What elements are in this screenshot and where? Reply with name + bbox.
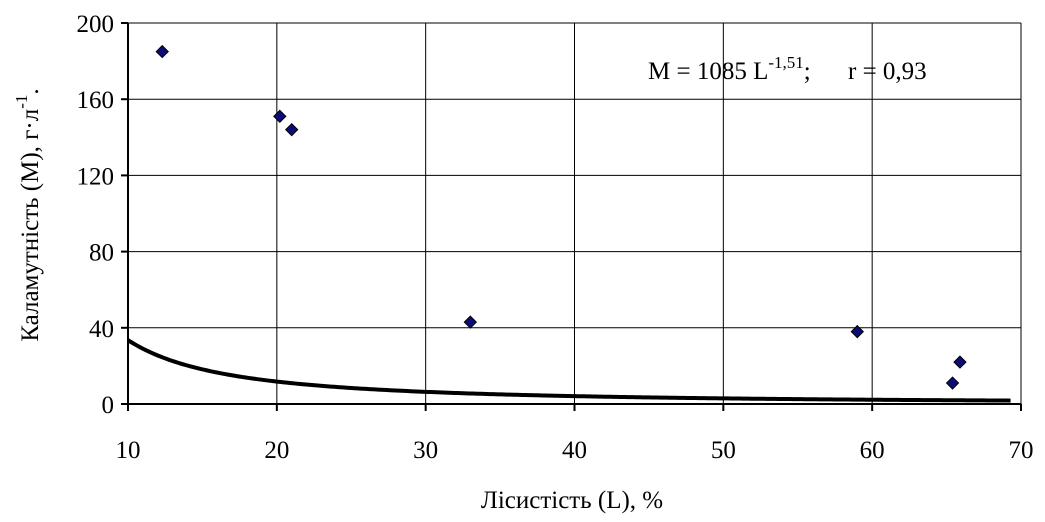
y-axis-title-sup: -1 — [12, 95, 31, 109]
y-tick-label: 40 — [89, 316, 114, 343]
r-annotation: r = 0,93 — [848, 58, 927, 85]
x-tick-label: 20 — [264, 437, 289, 464]
equation-annotation: M = 1085 L-1,51; — [648, 53, 811, 85]
x-tick-label: 70 — [1009, 437, 1034, 464]
fit-curve-layer — [126, 338, 1011, 403]
data-point-0 — [155, 44, 169, 59]
y-axis-title-main: Каламутність (M), г·л — [17, 109, 44, 342]
y-tick-labels: 0 40 80 120 160 200 — [77, 11, 115, 419]
x-tick-labels: 10 20 30 40 50 60 70 — [116, 437, 1034, 464]
data-point-3 — [463, 315, 478, 329]
y-axis-title-tail: . — [17, 88, 44, 94]
y-tick-label: 0 — [102, 392, 115, 419]
x-tick-label: 40 — [562, 437, 587, 464]
y-axis-title: Каламутність (M), г·л-1. — [12, 88, 44, 341]
equation-main: M = 1085 L — [648, 58, 768, 85]
x-axis-title: Лісистість (L), % — [481, 487, 663, 514]
data-point-6 — [953, 355, 967, 369]
data-point-5 — [945, 376, 960, 390]
data-point-1 — [273, 109, 287, 124]
equation-exponent: -1,51 — [768, 53, 803, 72]
x-tick-label: 30 — [413, 437, 438, 464]
data-point-4 — [850, 324, 864, 339]
fit-curve — [126, 338, 1011, 403]
data-points — [155, 44, 967, 390]
y-tick-label: 200 — [77, 11, 115, 38]
data-point-2 — [285, 122, 299, 137]
y-tick-label: 160 — [77, 87, 115, 114]
equation-tail: ; — [804, 58, 811, 85]
x-tick-label: 60 — [860, 437, 885, 464]
y-tick-label: 80 — [89, 240, 114, 267]
grid — [128, 22, 1022, 404]
x-tick-label: 10 — [116, 437, 141, 464]
x-tick-label: 50 — [711, 437, 736, 464]
y-tick-label: 120 — [77, 163, 115, 190]
